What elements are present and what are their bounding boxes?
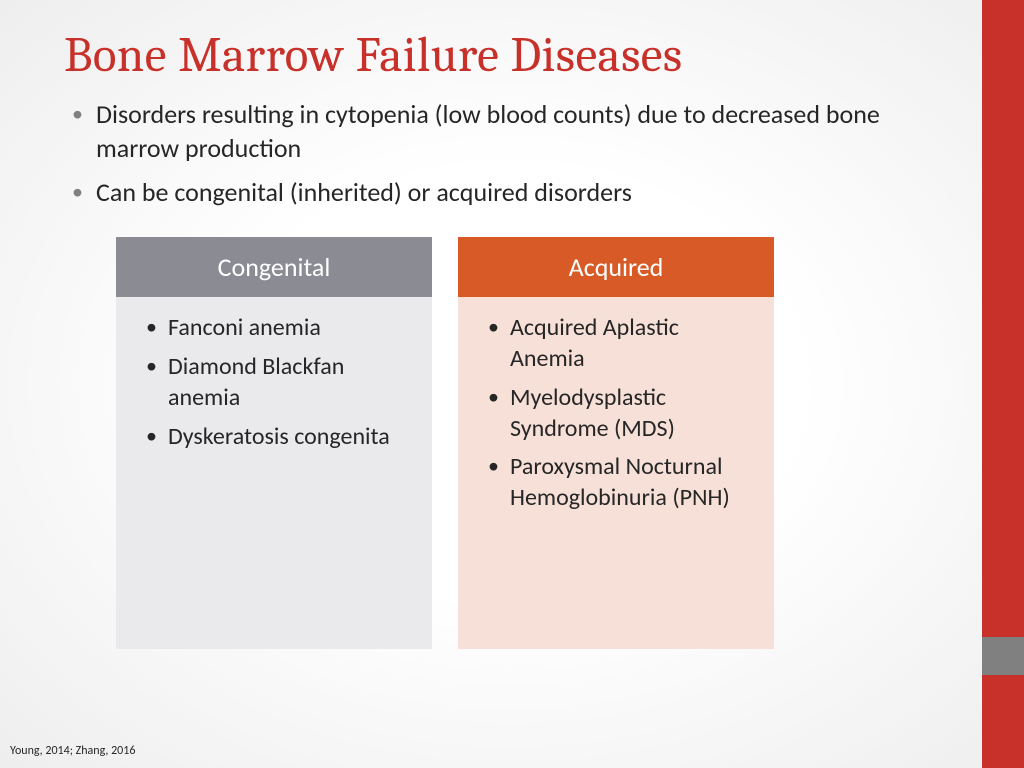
list-item: Paroxysmal Nocturnal Hemoglobinuria (PNH… <box>488 452 754 513</box>
panel-body: Fanconi anemia Diamond Blackfan anemia D… <box>116 297 432 649</box>
main-bullets: Disorders resulting in cytopenia (low bl… <box>64 98 918 209</box>
list-item: Diamond Blackfan anemia <box>146 352 412 413</box>
list-item: Dyskeratosis congenita <box>146 422 412 453</box>
slide-title: Bone Marrow Failure Diseases <box>64 28 918 84</box>
bullet-item: Disorders resulting in cytopenia (low bl… <box>64 98 918 166</box>
list-item: Acquired Aplastic Anemia <box>488 313 754 374</box>
panel-congenital: Congenital Fanconi anemia Diamond Blackf… <box>116 237 432 649</box>
citation-text: Young, 2014; Zhang, 2016 <box>10 744 135 758</box>
panel-acquired: Acquired Acquired Aplastic Anemia Myelod… <box>458 237 774 649</box>
panel-header: Acquired <box>458 237 774 297</box>
panel-header: Congenital <box>116 237 432 297</box>
list-item: Fanconi anemia <box>146 313 412 344</box>
list-item: Myelodysplastic Syndrome (MDS) <box>488 383 754 444</box>
panel-body: Acquired Aplastic Anemia Myelodysplastic… <box>458 297 774 649</box>
side-tab <box>982 637 1024 675</box>
slide-content: Bone Marrow Failure Diseases Disorders r… <box>0 0 982 768</box>
panel-container: Congenital Fanconi anemia Diamond Blackf… <box>64 237 918 649</box>
bullet-item: Can be congenital (inherited) or acquire… <box>64 176 918 210</box>
